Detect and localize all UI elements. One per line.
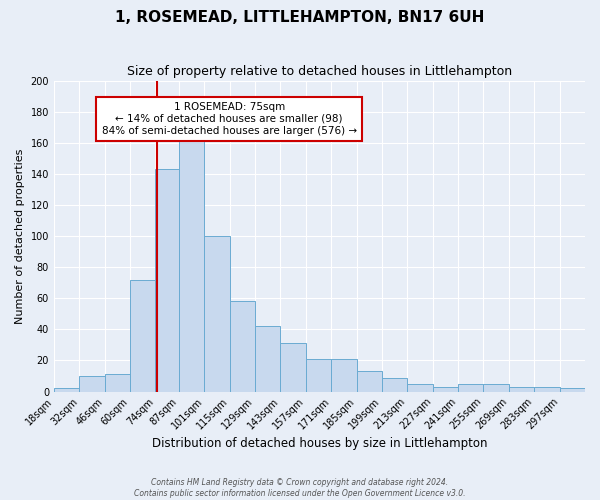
Bar [79,376,104,392]
Bar [255,326,280,392]
Bar [54,388,79,392]
Bar [104,374,130,392]
Title: Size of property relative to detached houses in Littlehampton: Size of property relative to detached ho… [127,65,512,78]
Bar [534,387,560,392]
Y-axis label: Number of detached properties: Number of detached properties [15,148,25,324]
Bar [130,280,155,392]
Bar [484,384,509,392]
Bar [280,344,306,392]
Bar [407,384,433,392]
X-axis label: Distribution of detached houses by size in Littlehampton: Distribution of detached houses by size … [152,437,487,450]
Text: 1, ROSEMEAD, LITTLEHAMPTON, BN17 6UH: 1, ROSEMEAD, LITTLEHAMPTON, BN17 6UH [115,10,485,25]
Bar [433,387,458,392]
Bar [382,378,407,392]
Bar [155,169,179,392]
Bar [179,130,205,392]
Text: Contains HM Land Registry data © Crown copyright and database right 2024.
Contai: Contains HM Land Registry data © Crown c… [134,478,466,498]
Bar [509,387,534,392]
Text: 1 ROSEMEAD: 75sqm
← 14% of detached houses are smaller (98)
84% of semi-detached: 1 ROSEMEAD: 75sqm ← 14% of detached hous… [101,102,357,136]
Bar [560,388,585,392]
Bar [205,236,230,392]
Bar [356,372,382,392]
Bar [331,359,356,392]
Bar [306,359,331,392]
Bar [230,302,255,392]
Bar [458,384,484,392]
